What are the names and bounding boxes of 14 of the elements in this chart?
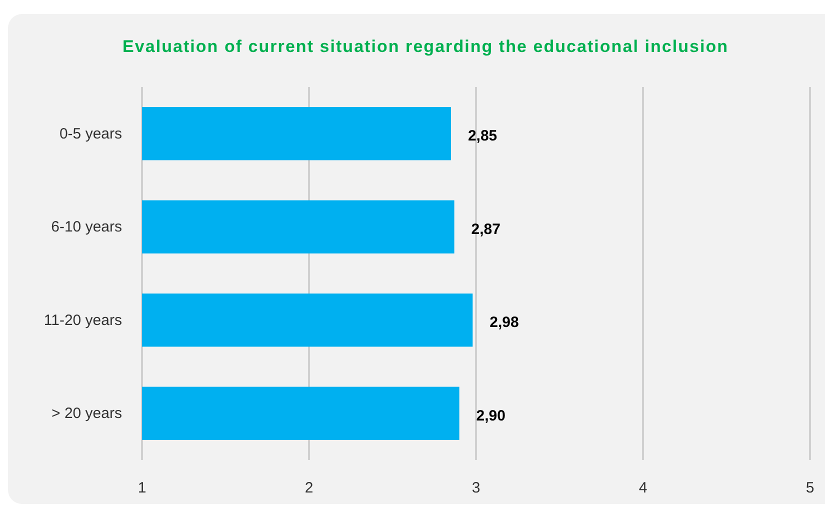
x-tick-label: 2 <box>304 480 314 497</box>
x-tick-label: 4 <box>638 480 648 497</box>
y-tick-label: > 20 years <box>52 405 122 422</box>
y-tick-label: 0-5 years <box>59 125 122 142</box>
x-tick-label: 5 <box>806 480 814 497</box>
data-label: 2,85 <box>468 128 498 145</box>
data-label: 2,87 <box>471 220 500 238</box>
data-label: 2,98 <box>490 314 519 332</box>
chart-title: Evaluation of current situation regarding the educational inclusion <box>122 37 728 56</box>
x-tick-label: 1 <box>138 480 146 497</box>
x-tick-label: 3 <box>472 480 480 497</box>
y-tick-label: 11-20 years <box>44 312 122 329</box>
data-label: 2,90 <box>476 407 506 424</box>
y-tick-label: 6-10 years <box>51 218 122 236</box>
